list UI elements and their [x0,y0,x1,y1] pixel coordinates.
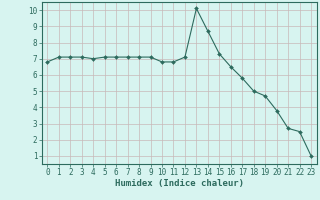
X-axis label: Humidex (Indice chaleur): Humidex (Indice chaleur) [115,179,244,188]
